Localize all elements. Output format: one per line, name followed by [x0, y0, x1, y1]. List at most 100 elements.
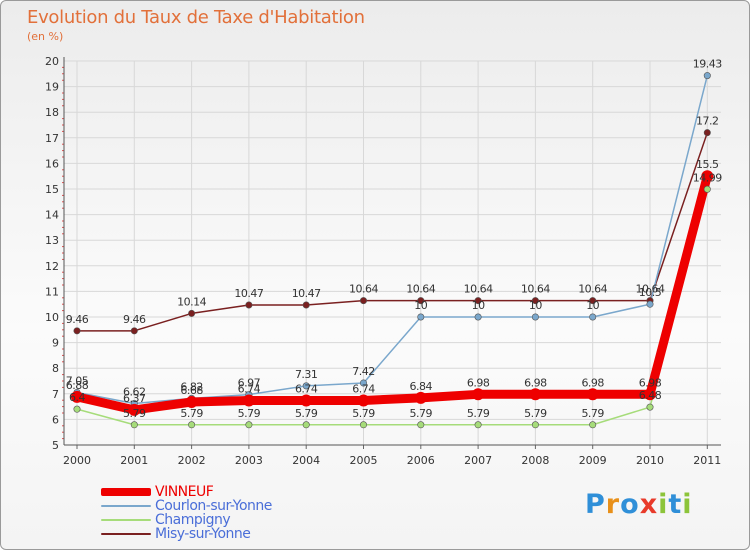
x-tick-label: 2006 [407, 454, 435, 467]
series-line-misy-sur-yonne [76, 131, 709, 332]
legend-item-courlon-sur-yonne[interactable]: Courlon-sur-Yonne [101, 499, 272, 513]
data-point-champigny [417, 421, 425, 429]
logo-letter: P [585, 489, 606, 520]
value-label-courlon-sur-yonne: 7.42 [352, 365, 375, 378]
x-tick-label: 2001 [120, 454, 148, 467]
data-point-champigny [531, 421, 539, 429]
y-tick-label: 11 [45, 285, 59, 298]
value-label-champigny: 5.79 [352, 407, 375, 420]
data-point-vinneuf [300, 394, 313, 407]
data-point-vinneuf [701, 170, 714, 183]
data-point-misy-sur-yonne [589, 297, 597, 305]
data-point-misy-sur-yonne [359, 297, 367, 305]
legend-label-courlon-sur-yonne: Courlon-sur-Yonne [155, 498, 272, 514]
value-label-champigny: 5.79 [581, 407, 604, 420]
y-tick-label: 5 [52, 439, 59, 452]
y-tick-label: 9 [52, 337, 59, 350]
data-point-champigny [245, 421, 253, 429]
data-point-vinneuf [128, 403, 141, 416]
data-point-vinneuf [644, 388, 656, 401]
data-point-misy-sur-yonne [703, 129, 711, 137]
legend-swatch-vinneuf [101, 488, 151, 496]
legend: VINNEUF Courlon-sur-Yonne Champigny Misy… [101, 485, 272, 541]
legend-item-misy-sur-yonne[interactable]: Misy-sur-Yonne [101, 527, 272, 541]
value-label-champigny: 5.79 [467, 407, 490, 420]
series-line-champigny [76, 188, 709, 426]
value-label-misy-sur-yonne: 10.64 [578, 283, 607, 296]
value-label-misy-sur-yonne: 10.64 [636, 283, 665, 296]
data-point-courlon-sur-yonne [589, 313, 597, 321]
logo-letter: i [658, 489, 669, 520]
data-point-vinneuf [185, 395, 198, 408]
y-tick-label: 8 [52, 362, 59, 375]
value-label-champigny: 14.99 [693, 171, 722, 184]
data-point-courlon-sur-yonne [703, 72, 711, 80]
legend-label-champigny: Champigny [155, 512, 231, 528]
value-label-courlon-sur-yonne: 19.43 [693, 58, 722, 71]
value-label-vinneuf: 6.84 [410, 380, 433, 393]
value-label-vinneuf: 6.98 [467, 376, 490, 389]
value-label-vinneuf: 6.88 [66, 379, 89, 392]
data-point-vinneuf [472, 388, 485, 401]
value-label-champigny: 6.4 [69, 391, 85, 404]
logo-letter: r [605, 489, 621, 520]
data-point-misy-sur-yonne [474, 297, 482, 305]
data-point-vinneuf [529, 388, 542, 401]
data-point-vinneuf [242, 394, 255, 407]
data-point-misy-sur-yonne [188, 309, 196, 317]
y-tick-label: 13 [45, 234, 59, 247]
y-tick-label: 10 [45, 311, 59, 324]
y-tick-label: 7 [52, 388, 59, 401]
y-tick-label: 17 [45, 132, 59, 145]
data-point-misy-sur-yonne [417, 297, 425, 305]
legend-label-vinneuf: VINNEUF [155, 484, 214, 500]
value-label-misy-sur-yonne: 10.64 [521, 283, 550, 296]
value-label-courlon-sur-yonne: 10 [529, 299, 542, 312]
logo-letter: t [668, 489, 683, 520]
data-point-champigny [474, 421, 482, 429]
value-label-vinneuf: 6.98 [524, 376, 547, 389]
legend-label-misy-sur-yonne: Misy-sur-Yonne [155, 526, 251, 542]
x-tick-label: 2000 [63, 454, 91, 467]
logo-letter: x [639, 489, 659, 520]
data-point-champigny [188, 421, 196, 429]
value-label-misy-sur-yonne: 17.2 [696, 115, 719, 128]
value-label-vinneuf: 6.37 [123, 392, 146, 405]
data-point-misy-sur-yonne [302, 301, 310, 309]
legend-item-vinneuf[interactable]: VINNEUF [101, 485, 272, 499]
data-point-courlon-sur-yonne [359, 379, 367, 387]
logo-letter: i [682, 489, 693, 520]
chart-title: Evolution du Taux de Taxe d'Habitation [27, 7, 365, 28]
data-point-misy-sur-yonne [73, 327, 81, 335]
value-label-vinneuf: 6.98 [581, 376, 604, 389]
value-label-misy-sur-yonne: 10.47 [234, 287, 263, 300]
value-label-misy-sur-yonne: 10.64 [464, 283, 493, 296]
value-label-courlon-sur-yonne: 6.82 [180, 380, 203, 393]
value-label-champigny: 5.79 [238, 407, 261, 420]
y-tick-label: 14 [45, 209, 59, 222]
y-tick-label: 18 [45, 106, 59, 119]
x-tick-label: 2011 [693, 454, 721, 467]
data-point-courlon-sur-yonne [417, 313, 425, 321]
data-point-courlon-sur-yonne [646, 300, 654, 308]
value-label-vinneuf: 6.68 [180, 384, 203, 397]
legend-item-champigny[interactable]: Champigny [101, 513, 272, 527]
x-tick-label: 2009 [579, 454, 607, 467]
value-label-courlon-sur-yonne: 6.97 [238, 377, 261, 390]
x-tick-label: 2007 [464, 454, 492, 467]
x-tick-label: 2005 [350, 454, 378, 467]
data-point-champigny [646, 403, 654, 411]
data-point-champigny [703, 185, 711, 193]
y-tick-label: 19 [45, 81, 59, 94]
value-label-misy-sur-yonne: 10.64 [406, 283, 435, 296]
data-point-champigny [130, 421, 138, 429]
value-label-courlon-sur-yonne: 7.05 [66, 375, 89, 388]
legend-swatch-champigny [101, 519, 151, 521]
data-point-vinneuf [414, 391, 427, 404]
data-point-misy-sur-yonne [245, 301, 253, 309]
value-label-champigny: 6.48 [639, 389, 662, 402]
data-point-courlon-sur-yonne [474, 313, 482, 321]
series-line-vinneuf [72, 171, 712, 415]
